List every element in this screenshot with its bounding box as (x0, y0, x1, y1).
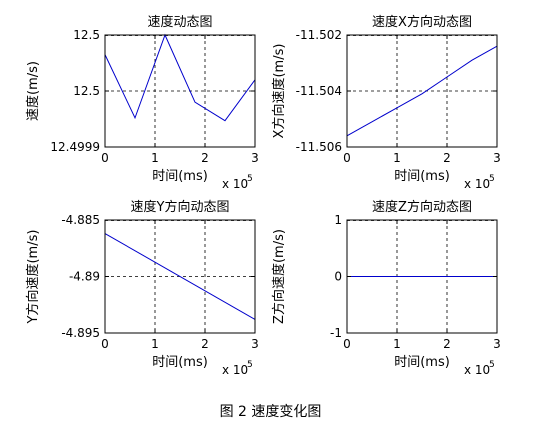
chart2-xtick-label: 3 (493, 151, 501, 165)
chart1-title: 速度动态图 (147, 14, 212, 30)
chart3-ytick-label: -4.895 (61, 326, 100, 340)
chart2-xlabel: 时间(ms) (394, 169, 450, 184)
chart1-xtick-label: 2 (201, 151, 209, 165)
chart1-x-exponent-label: x 10 (222, 177, 248, 191)
chart4-xtick-label: 1 (393, 337, 401, 351)
chart2-x-exponent-power: 5 (489, 174, 495, 184)
chart2-ytick-label: -11.502 (296, 28, 342, 42)
chart1-x-exponent-power: 5 (247, 174, 253, 184)
chart4-ylabel: Z方向速度(m/s) (271, 229, 287, 324)
chart2-series-line (346, 45, 498, 137)
chart1-xtick-label: 0 (101, 151, 109, 165)
chart4-ytick-label: -1 (330, 326, 342, 340)
chart1-ytick-label: 12.5 (73, 28, 100, 42)
chart3-ytick-label: -4.885 (61, 213, 100, 227)
chart3-title: 速度Y方向动态图 (131, 199, 230, 215)
chart4-x-exponent-label: x 10 (464, 363, 490, 377)
chart4-xlabel: 时间(ms) (394, 355, 450, 370)
figure-caption: 图 2 速度变化图 (219, 404, 322, 420)
chart1-xlabel: 时间(ms) (152, 169, 208, 184)
chart1-ytick-label: 12.4999 (50, 140, 100, 154)
chart4-title: 速度Z方向动态图 (372, 199, 472, 215)
chart4-x-exponent-power: 5 (489, 360, 495, 370)
chart1-ytick-label: 12.5 (73, 84, 100, 98)
chart1-series-line (104, 33, 256, 122)
chart3-xtick-label: 2 (201, 337, 209, 351)
chart2-xtick-label: 1 (393, 151, 401, 165)
chart3-xtick-label: 3 (251, 337, 259, 351)
chart3-xlabel: 时间(ms) (152, 355, 208, 370)
chart2-title: 速度X方向动态图 (372, 14, 472, 30)
chart3-ytick-label: -4.89 (69, 270, 100, 284)
chart4-xtick-label: 0 (343, 337, 351, 351)
chart2-ylabel: X方向速度(m/s) (271, 44, 287, 139)
chart3-ylabel: Y方向速度(m/s) (25, 230, 41, 325)
chart3-x-exponent-label: x 10 (222, 363, 248, 377)
chart3-xtick-label: 0 (101, 337, 109, 351)
chart4-ytick-label: 0 (334, 270, 342, 284)
chart1-xtick-label: 1 (151, 151, 159, 165)
chart1-ylabel: 速度(m/s) (25, 61, 41, 121)
chart1-xtick-label: 3 (251, 151, 259, 165)
chart4-xtick-label: 2 (443, 337, 451, 351)
chart2-xtick-label: 0 (343, 151, 351, 165)
chart2-x-exponent-label: x 10 (464, 177, 490, 191)
chart4-xtick-label: 3 (493, 337, 501, 351)
chart4-ytick-label: 1 (334, 213, 342, 227)
chart3-series-line (104, 233, 256, 320)
chart2-xtick-label: 2 (443, 151, 451, 165)
chart2-ytick-label: -11.506 (296, 140, 342, 154)
chart3-x-exponent-power: 5 (247, 360, 253, 370)
chart3-xtick-label: 1 (151, 337, 159, 351)
chart2-ytick-label: -11.504 (296, 84, 342, 98)
